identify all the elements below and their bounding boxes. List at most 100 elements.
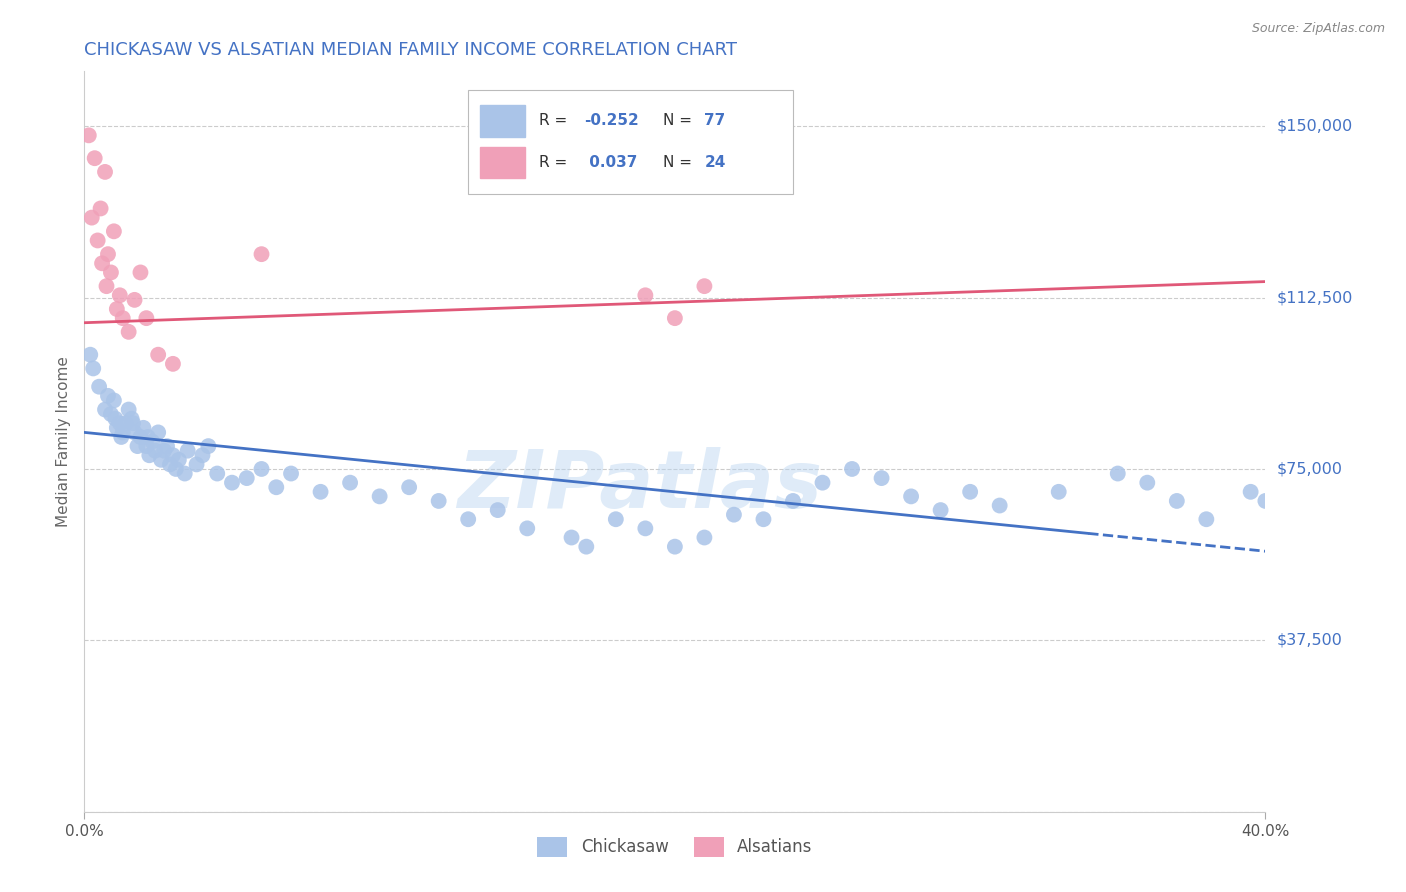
Point [86, 234, 108, 248]
Point [100, 265, 122, 279]
Point [250, 462, 273, 476]
Point [782, 494, 804, 508]
Point [150, 452, 173, 467]
Point [159, 458, 181, 472]
Point [693, 279, 716, 293]
Point [516, 521, 538, 535]
Point [811, 475, 834, 490]
Point [197, 439, 219, 453]
Text: ZIPatlas: ZIPatlas [457, 447, 823, 525]
Point [110, 430, 132, 444]
Point [1107, 467, 1129, 481]
Point [162, 448, 184, 462]
Point [94, 402, 117, 417]
Text: $75,000: $75,000 [1277, 461, 1343, 476]
Point [664, 540, 686, 554]
Point [108, 288, 131, 302]
Point [105, 421, 128, 435]
Point [105, 301, 128, 316]
Point [841, 462, 863, 476]
Point [162, 357, 184, 371]
Point [129, 430, 152, 444]
Text: $150,000: $150,000 [1277, 119, 1353, 134]
Point [122, 417, 145, 431]
Point [1254, 494, 1277, 508]
Point [1047, 484, 1070, 499]
Point [141, 434, 163, 449]
Point [79, 348, 101, 362]
Point [368, 489, 391, 503]
Point [104, 411, 127, 425]
Point [191, 448, 214, 462]
Text: R =: R = [538, 113, 572, 128]
Point [138, 448, 160, 462]
Point [77, 128, 100, 143]
Point [207, 467, 229, 481]
Point [156, 439, 179, 453]
Text: N =: N = [664, 113, 697, 128]
Text: CHICKASAW VS ALSATIAN MEDIAN FAMILY INCOME CORRELATION CHART: CHICKASAW VS ALSATIAN MEDIAN FAMILY INCO… [84, 41, 737, 59]
Point [97, 389, 120, 403]
FancyBboxPatch shape [468, 90, 793, 194]
Point [929, 503, 952, 517]
Point [143, 443, 166, 458]
Point [91, 256, 114, 270]
Point [575, 540, 598, 554]
Point [1166, 494, 1188, 508]
Point [752, 512, 775, 526]
Point [398, 480, 420, 494]
Legend: Chickasaw, Alsatians: Chickasaw, Alsatians [530, 830, 820, 863]
Point [127, 439, 149, 453]
Point [900, 489, 922, 503]
Point [124, 425, 146, 440]
Text: $37,500: $37,500 [1277, 632, 1343, 648]
Text: $112,500: $112,500 [1277, 290, 1353, 305]
Point [280, 467, 302, 481]
Point [97, 247, 120, 261]
Point [173, 467, 195, 481]
Point [135, 439, 157, 453]
Point [634, 521, 657, 535]
Point [96, 279, 118, 293]
Point [94, 165, 117, 179]
Text: -0.252: -0.252 [583, 113, 638, 128]
Point [124, 293, 146, 307]
Point [693, 531, 716, 545]
Point [121, 411, 143, 425]
Point [165, 462, 187, 476]
Y-axis label: Median Family Income: Median Family Income [56, 356, 72, 527]
Point [136, 430, 159, 444]
Point [118, 402, 141, 417]
Point [90, 202, 112, 216]
Point [132, 421, 155, 435]
Point [221, 475, 243, 490]
Point [80, 211, 103, 225]
Bar [479, 147, 524, 178]
Point [87, 380, 111, 394]
Point [959, 484, 981, 499]
Point [723, 508, 745, 522]
Point [309, 484, 332, 499]
Point [1240, 484, 1263, 499]
Point [148, 425, 170, 440]
Point [153, 443, 176, 458]
Point [605, 512, 627, 526]
Point [111, 311, 134, 326]
Text: 77: 77 [704, 113, 725, 128]
Point [1195, 512, 1218, 526]
Point [236, 471, 259, 485]
Point [135, 311, 157, 326]
Point [167, 452, 190, 467]
Point [457, 512, 479, 526]
Point [664, 311, 686, 326]
Point [427, 494, 450, 508]
Point [177, 443, 200, 458]
Text: N =: N = [664, 155, 697, 169]
Text: R =: R = [538, 155, 572, 169]
Point [83, 151, 105, 165]
Point [103, 224, 125, 238]
Point [108, 417, 131, 431]
Point [486, 503, 509, 517]
Point [148, 348, 170, 362]
Point [118, 325, 141, 339]
